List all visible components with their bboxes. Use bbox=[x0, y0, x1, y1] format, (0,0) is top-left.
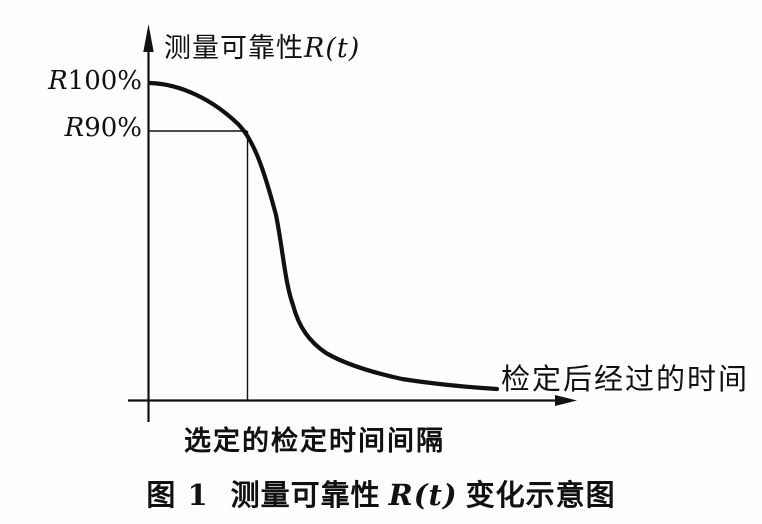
tick-r-symbol: R bbox=[48, 66, 68, 96]
y-axis-title-math: R(t) bbox=[304, 33, 361, 64]
interval-label: 选定的检定时间间隔 bbox=[184, 426, 445, 457]
tick-value: 90% bbox=[84, 113, 142, 143]
y-axis-title: 测量可靠性R(t) bbox=[164, 26, 360, 65]
tick-r-symbol: R bbox=[64, 113, 85, 143]
x-axis-label: 检定后经过的时间 bbox=[501, 362, 750, 396]
x-axis-arrow-icon bbox=[555, 395, 577, 406]
caption-text-2: 变化示意图 bbox=[465, 478, 616, 512]
reliability-curve bbox=[147, 80, 500, 392]
y-axis-arrow-icon bbox=[143, 24, 154, 52]
figure-caption: 图 1 测量可靠性 R(t) 变化示意图 bbox=[146, 472, 615, 514]
caption-figure-number: 图 1 bbox=[146, 478, 209, 512]
tick-value: 100% bbox=[67, 66, 142, 96]
tick-label-r100: R100% bbox=[30, 66, 142, 96]
caption-text-1: 测量可靠性 bbox=[230, 478, 381, 512]
y-axis-title-cn: 测量可靠性 bbox=[164, 33, 304, 64]
tick-label-r90: R90% bbox=[30, 113, 142, 143]
caption-math: R(t) bbox=[388, 478, 458, 512]
